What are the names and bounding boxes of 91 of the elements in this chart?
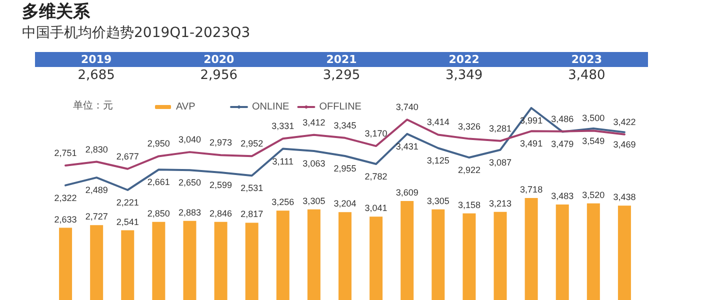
bar (370, 216, 383, 300)
data-label: 3,305 (302, 196, 326, 206)
data-label: 2,489 (85, 185, 108, 196)
text: 3,349 (444, 68, 484, 83)
data-label: 2,955 (334, 163, 356, 174)
data-label: 3,483 (551, 190, 574, 201)
data-label: 2,973 (210, 138, 232, 148)
bar (245, 222, 258, 300)
bar (400, 200, 414, 300)
data-label: 2,751 (54, 148, 77, 158)
data-label: 3,087 (489, 157, 512, 168)
text: 2021 (325, 53, 358, 66)
bar (183, 220, 196, 300)
chart-subtitle: 中国手机均价趋势2019Q1-2023Q3 (22, 24, 250, 42)
data-label: 2,830 (85, 144, 108, 154)
bar (307, 209, 320, 300)
data-label: 3,500 (582, 113, 605, 124)
data-label: 3,479 (551, 139, 574, 150)
data-label: 3,204 (334, 198, 356, 209)
data-label: 3,158 (458, 200, 480, 210)
data-label: 2,950 (147, 138, 170, 149)
bar (494, 212, 507, 300)
bar (59, 228, 72, 300)
data-label: 2,922 (458, 165, 480, 176)
data-label: 2,531 (240, 183, 264, 194)
data-label: 2,782 (364, 172, 388, 182)
data-label: 3,040 (178, 134, 201, 145)
data-label: 3,414 (426, 117, 450, 128)
data-label: 3,331 (272, 121, 294, 132)
data-label: 2,952 (240, 138, 264, 149)
data-label: 3,412 (302, 117, 326, 128)
text: 3,295 (322, 68, 362, 83)
data-label: 3,305 (426, 196, 450, 206)
data-label: 3,422 (613, 116, 636, 127)
text: 2019 (80, 53, 113, 66)
data-label: 3,041 (364, 203, 388, 214)
data-label: 3,431 (396, 141, 418, 152)
text: 2023 (570, 53, 603, 66)
bar (214, 222, 228, 300)
chart-title: 多维关系 (22, 1, 90, 23)
bar (462, 213, 476, 300)
data-label: 3,609 (396, 187, 418, 198)
data-label: 3,063 (302, 158, 326, 168)
data-label: 3,438 (613, 192, 636, 202)
data-label: 2,661 (147, 177, 170, 188)
data-label: 3,256 (272, 197, 294, 208)
bar (276, 210, 290, 300)
data-label: 2,541 (116, 216, 139, 227)
bar (556, 204, 569, 300)
data-label: 3,213 (489, 198, 512, 208)
data-label: 2,677 (116, 151, 139, 162)
data-label: 3,520 (582, 190, 605, 200)
bar (432, 209, 445, 300)
text: 3,480 (567, 68, 606, 83)
legend-label: OFFLINE (319, 102, 362, 112)
data-label: 3,718 (520, 184, 543, 194)
data-label: 2,817 (240, 209, 264, 220)
data-label: 2,221 (116, 198, 139, 208)
bar (121, 230, 134, 300)
data-label: 2,633 (54, 214, 77, 224)
data-label: 3,549 (582, 136, 605, 146)
data-label: 3,740 (396, 102, 418, 112)
data-label: 2,883 (178, 207, 201, 218)
legend-label: AVP (176, 102, 196, 112)
data-label: 3,345 (334, 120, 356, 130)
data-label: 3,486 (551, 114, 574, 124)
data-label: 3,170 (364, 128, 388, 139)
legend-title: 单位：元 (73, 100, 113, 112)
data-label: 3,326 (458, 121, 480, 132)
text: 2020 (202, 53, 236, 66)
text: 2,956 (199, 68, 238, 83)
data-label: 2,650 (178, 178, 201, 188)
data-label: 3,469 (613, 140, 636, 150)
data-label: 3,281 (489, 123, 512, 134)
data-label: 3,491 (520, 138, 543, 149)
bar (618, 206, 631, 300)
bar (524, 198, 538, 300)
text: 2022 (448, 53, 480, 66)
data-label: 2,850 (147, 208, 170, 218)
data-label: 3,125 (426, 156, 450, 166)
text: 2,685 (76, 68, 116, 83)
bar (586, 203, 600, 300)
data-label: 2,322 (54, 192, 77, 203)
legend-label: ONLINE (252, 102, 290, 112)
bar (338, 212, 352, 300)
data-label: 3,111 (272, 156, 294, 166)
bar (90, 225, 104, 300)
bar (152, 222, 166, 300)
data-label: 2,727 (85, 212, 108, 222)
data-label: 2,846 (210, 208, 232, 218)
data-label: 2,599 (210, 180, 232, 190)
